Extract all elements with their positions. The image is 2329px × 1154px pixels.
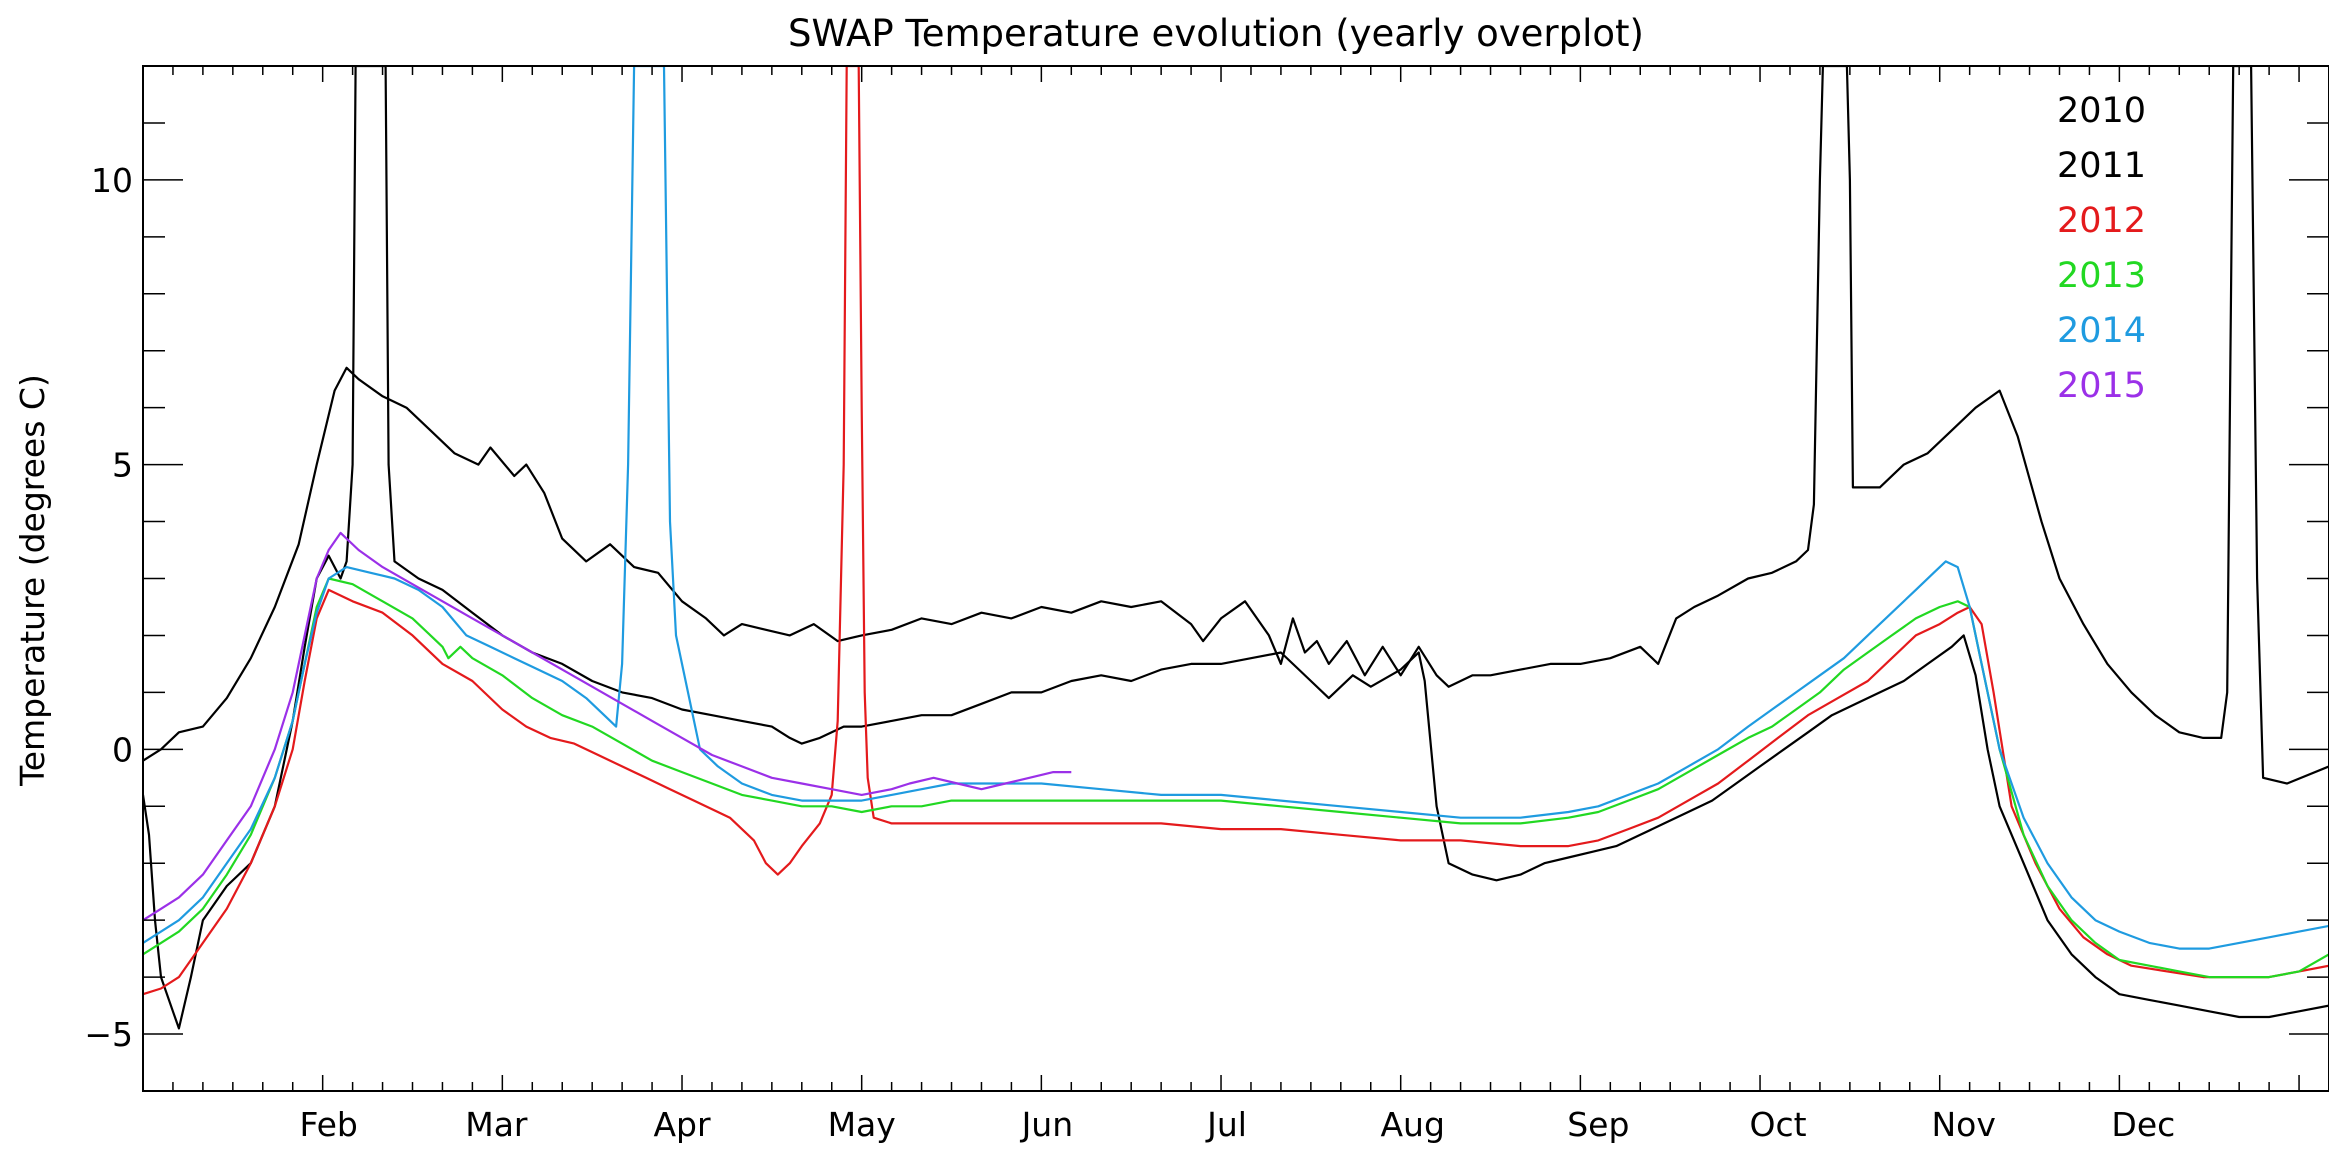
x-tick-label: Oct <box>1749 1105 1806 1144</box>
series-line-2011 <box>143 66 2329 1030</box>
y-tick-label: 10 <box>91 161 133 200</box>
x-tick-label: Jun <box>1020 1105 1074 1144</box>
x-tick-label: Mar <box>465 1105 528 1144</box>
legend-entry-2014: 2014 <box>2057 311 2146 351</box>
y-axis-label: Temperature (degrees C) <box>13 374 52 787</box>
y-tick-label: 0 <box>112 730 133 769</box>
x-tick-label: Dec <box>2111 1105 2175 1144</box>
x-tick-label: Aug <box>1380 1105 1444 1144</box>
legend-entry-2010: 2010 <box>2057 91 2146 131</box>
x-tick-label: Sep <box>1567 1105 1629 1144</box>
legend-entry-2015: 2015 <box>2057 366 2146 406</box>
legend-entry-2012: 2012 <box>2057 201 2146 241</box>
y-tick-label: −5 <box>84 1015 133 1054</box>
x-tick-label: Nov <box>1931 1105 1995 1144</box>
series-line-2012 <box>143 66 2329 996</box>
axis-tick-labels: Feb Mar Apr May Jun Jul Aug Sep Oct Nov Dec −5 0 5 10 <box>84 161 2175 1144</box>
axis-ticks <box>142 65 2329 1092</box>
series-line-2015 <box>143 531 1072 922</box>
x-tick-label: Feb <box>299 1105 357 1144</box>
legend-entry-2013: 2013 <box>2057 256 2146 296</box>
y-tick-label: 5 <box>112 446 133 485</box>
series-line-2010 <box>143 66 2329 785</box>
series-line-2014 <box>143 66 2329 950</box>
legend-entry-2011: 2011 <box>2057 146 2146 186</box>
x-tick-label: May <box>828 1105 896 1144</box>
x-tick-label: Jul <box>1205 1105 1247 1144</box>
plot-frame <box>142 65 2329 1092</box>
chart-title: SWAP Temperature evolution (yearly overp… <box>788 12 1644 55</box>
legend: 2010 2011 2012 2013 2014 2015 <box>2057 91 2146 406</box>
x-tick-label: Apr <box>653 1105 711 1144</box>
series-lines <box>143 66 2329 1030</box>
